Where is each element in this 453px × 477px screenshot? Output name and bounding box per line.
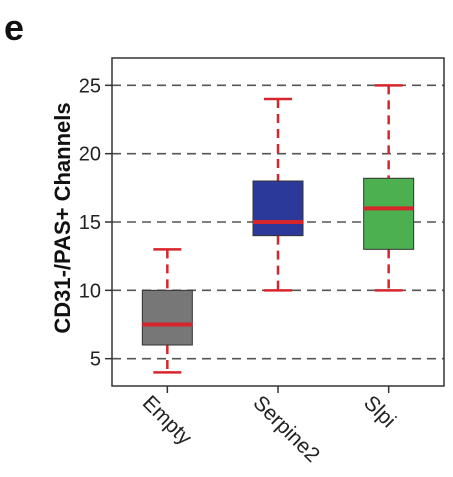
box-series bbox=[142, 85, 413, 372]
y-tick-label: 15 bbox=[79, 212, 101, 234]
y-tick-label: 5 bbox=[90, 349, 101, 371]
box-empty bbox=[142, 249, 192, 372]
x-tick-label: Serpine2 bbox=[248, 391, 324, 467]
iqr-box bbox=[253, 181, 303, 236]
box-slpi bbox=[364, 85, 414, 290]
panel-label: e bbox=[4, 7, 24, 48]
y-tick-label: 25 bbox=[79, 75, 101, 97]
x-tick-label: Empty bbox=[138, 391, 197, 450]
y-tick-label: 10 bbox=[79, 280, 101, 302]
y-tick-label: 20 bbox=[79, 144, 101, 166]
iqr-box bbox=[142, 290, 192, 345]
iqr-box bbox=[364, 178, 414, 249]
y-axis-label: CD31-/PAS+ Channels bbox=[50, 102, 75, 333]
x-tick-label: Slpi bbox=[359, 391, 400, 432]
box-serpine2 bbox=[253, 99, 303, 290]
